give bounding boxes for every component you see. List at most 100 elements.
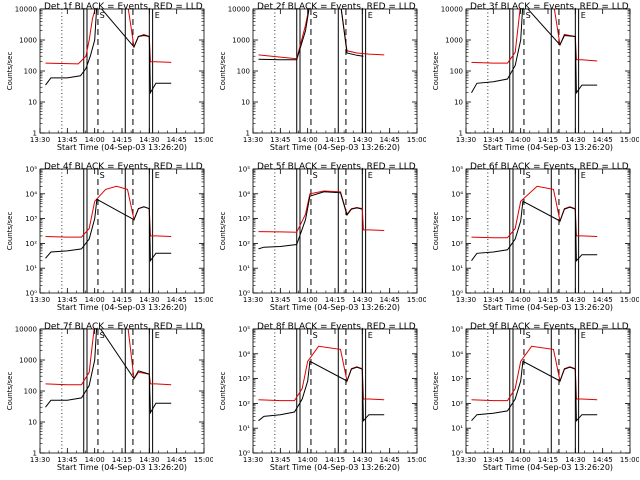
series-events-line: [258, 191, 363, 250]
y-tick-label: 10⁵: [451, 166, 463, 174]
x-axis-label: Start Time (04-Sep-03 13:26:20): [270, 143, 400, 152]
x-tick-label: 14:45: [167, 296, 187, 304]
marker-lines: [487, 169, 580, 293]
series-events-line: [45, 198, 172, 263]
x-tick-label: 15:00: [407, 456, 426, 464]
y-tick-label: 10⁰: [238, 450, 250, 458]
y-tick-label: 10: [241, 99, 250, 107]
y-tick-label: 10⁰: [238, 290, 250, 298]
chart-title: Det 7f BLACK = Events, RED = LLD: [44, 322, 203, 332]
x-tick-label: 15:00: [620, 456, 639, 464]
y-tick-label: 10⁰: [451, 290, 463, 298]
x-tick-label: 13:30: [456, 296, 476, 304]
chart-title: Det 2f BLACK = Events, RED = LLD: [257, 2, 416, 12]
x-tick-label: 14:30: [565, 456, 585, 464]
x-tick-label: 14:00: [298, 136, 318, 144]
x-axis-label: Start Time (04-Sep-03 13:26:20): [483, 463, 613, 472]
y-tick-label: 10⁵: [238, 326, 250, 334]
y-tick-label: 10³: [238, 375, 250, 383]
y-tick-label: 100: [450, 68, 463, 76]
x-tick-label: 14:30: [139, 136, 159, 144]
x-axis-label: Start Time (04-Sep-03 13:26:20): [483, 143, 613, 152]
marker-label-e: E: [581, 171, 586, 180]
y-tick-label: 10000: [15, 326, 37, 334]
y-axis-label: Counts/sec: [219, 212, 227, 251]
marker-label-e: E: [581, 331, 586, 340]
x-tick-label: 13:45: [483, 136, 503, 144]
y-axis-label: Counts/sec: [432, 52, 440, 91]
x-axis-label: Start Time (04-Sep-03 13:26:20): [270, 303, 400, 312]
y-tick-label: 10²: [451, 400, 463, 408]
marker-label-s: S: [313, 331, 318, 340]
series-events-line: [471, 200, 598, 262]
x-tick-label: 14:30: [565, 296, 585, 304]
y-tick-label: 1: [459, 130, 463, 138]
x-tick-label: 14:45: [380, 456, 400, 464]
y-tick-label: 10000: [441, 6, 463, 14]
x-tick-label: 13:45: [483, 296, 503, 304]
y-tick-label: 10⁰: [25, 290, 37, 298]
series-events-line: [258, 360, 385, 422]
y-tick-label: 10: [454, 99, 463, 107]
series-lld-line: [258, 9, 385, 60]
x-tick-label: 14:00: [511, 136, 531, 144]
x-tick-label: 14:15: [112, 296, 132, 304]
x-tick-label: 14:45: [380, 136, 400, 144]
x-tick-label: 14:45: [167, 136, 187, 144]
marker-lines: [274, 9, 367, 133]
y-tick-label: 10³: [451, 375, 463, 383]
x-tick-label: 15:00: [194, 456, 213, 464]
marker-lines: [61, 169, 154, 293]
x-tick-label: 13:45: [483, 456, 503, 464]
x-tick-label: 14:30: [565, 136, 585, 144]
x-tick-label: 13:30: [30, 136, 50, 144]
chart-title: Det 5f BLACK = Events, RED = LLD: [257, 162, 416, 172]
y-tick-label: 10¹: [451, 425, 463, 433]
y-tick-label: 10: [28, 99, 37, 107]
y-axis-label: Counts/sec: [219, 52, 227, 91]
y-tick-label: 10⁵: [25, 166, 37, 174]
x-tick-label: 14:00: [511, 456, 531, 464]
y-axis-label: Counts/sec: [6, 372, 14, 411]
plot-frame: [39, 8, 205, 134]
y-tick-label: 1: [33, 450, 37, 458]
x-tick-label: 13:30: [456, 136, 476, 144]
marker-lines: [487, 9, 580, 133]
series-lld-line: [471, 9, 598, 64]
marker-label-s: S: [526, 331, 531, 340]
y-tick-label: 1: [33, 130, 37, 138]
y-tick-label: 10²: [238, 240, 250, 248]
marker-lines: [487, 329, 580, 453]
y-axis-label: Counts/sec: [432, 372, 440, 411]
series-events-line: [471, 360, 598, 422]
x-tick-label: 13:45: [57, 296, 77, 304]
x-tick-label: 14:15: [325, 456, 345, 464]
y-tick-label: 10³: [238, 215, 250, 223]
marker-label-e: E: [581, 11, 586, 20]
marker-lines: [274, 329, 367, 453]
marker-lines: [61, 9, 154, 133]
x-axis-label: Start Time (04-Sep-03 13:26:20): [57, 463, 187, 472]
x-tick-label: 13:30: [30, 296, 50, 304]
x-axis-label: Start Time (04-Sep-03 13:26:20): [57, 303, 187, 312]
series-events-line: [45, 329, 172, 415]
x-tick-label: 15:00: [620, 136, 639, 144]
plot-frame: [465, 328, 631, 454]
marker-label-s: S: [100, 331, 105, 340]
y-tick-label: 10000: [228, 6, 250, 14]
y-tick-label: 1: [246, 130, 250, 138]
y-tick-label: 10²: [25, 240, 37, 248]
x-tick-label: 14:30: [139, 296, 159, 304]
marker-label-e: E: [368, 171, 373, 180]
marker-label-e: E: [155, 331, 160, 340]
y-axis-label: Counts/sec: [6, 52, 14, 91]
marker-label-s: S: [313, 11, 318, 20]
plot-frame: [252, 168, 418, 294]
x-tick-label: 14:15: [538, 456, 558, 464]
x-tick-label: 15:00: [407, 136, 426, 144]
chart-title: Det 6f BLACK = Events, RED = LLD: [470, 162, 629, 172]
x-tick-label: 13:30: [243, 136, 263, 144]
